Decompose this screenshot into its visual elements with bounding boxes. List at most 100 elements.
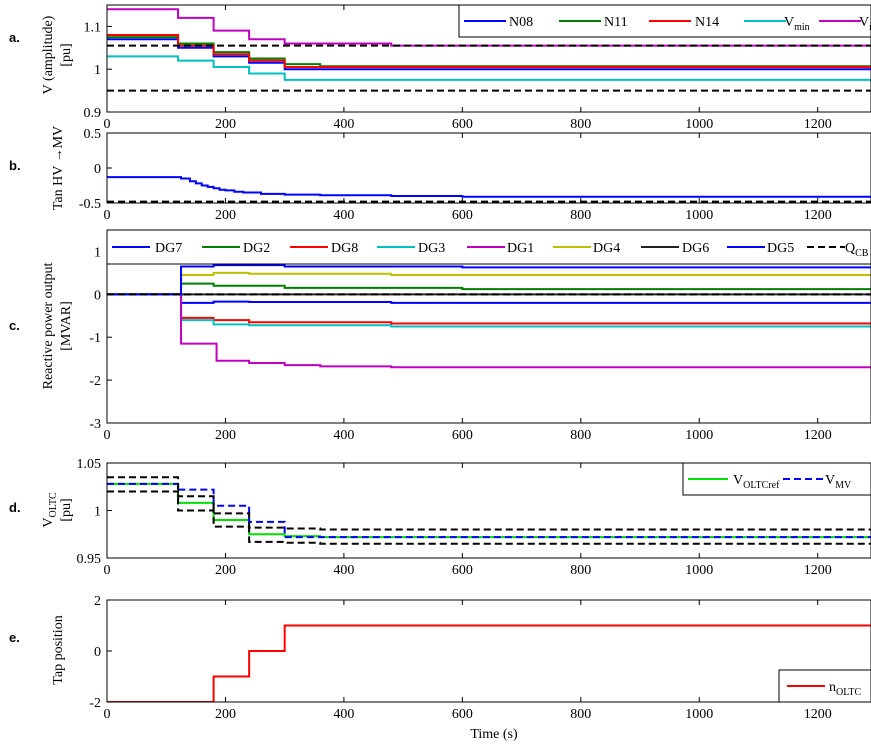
x-tick-label: 600 <box>452 117 473 132</box>
x-tick-label: 0 <box>104 428 111 443</box>
y-tick-label: 1.05 <box>77 457 102 472</box>
y-tick-label: 0.5 <box>84 127 102 142</box>
y-tick-label: 0 <box>94 288 101 303</box>
x-tick-label: 200 <box>215 208 236 223</box>
x-tick-label: 200 <box>215 563 236 578</box>
x-tick-label: 0 <box>104 208 111 223</box>
x-tick-label: 400 <box>333 117 354 132</box>
legend-label: DG8 <box>331 241 358 256</box>
series-line-dg4 <box>107 271 871 296</box>
x-tick-label: 400 <box>333 428 354 443</box>
legend: N08N11N14VminVmax <box>458 4 871 38</box>
legend: VOLTCref VMV <box>682 462 871 496</box>
legend-label: DG4 <box>593 241 620 256</box>
series-line-dg2 <box>107 282 871 296</box>
y-tick-label: 2 <box>94 594 101 609</box>
y-tick-label: -2 <box>89 374 101 389</box>
series-group <box>107 624 871 702</box>
x-tick-label: 1000 <box>685 208 713 223</box>
legend-label-sub: MV <box>835 480 852 491</box>
y-tick-label: -0.5 <box>79 197 101 212</box>
y-axis-label-sub: OLTC <box>48 492 59 518</box>
legend-label: N08 <box>509 15 533 30</box>
x-tick-label: 800 <box>570 117 591 132</box>
panel-letter: b. <box>9 158 21 173</box>
legend-label: Vmax <box>859 15 871 33</box>
series-group <box>107 476 871 545</box>
x-tick-label: 600 <box>452 428 473 443</box>
x-tick-label: 800 <box>570 208 591 223</box>
x-tick-label: 0 <box>104 117 111 132</box>
series-line-dg8 <box>107 293 871 325</box>
series-line-vmax <box>107 8 871 47</box>
panel-a: 0 200 400 600 800 1000 1200 0.9 1 1.1 a. V (amplitu… <box>9 4 871 132</box>
y-axis-label: Reactive power output <box>41 263 56 390</box>
legend-label-sub: OLTC <box>836 687 862 698</box>
y-tick-label: -1 <box>89 331 101 346</box>
x-tick-label: 600 <box>452 563 473 578</box>
y-tick-label: -2 <box>89 696 101 711</box>
panel-letter: e. <box>9 630 20 645</box>
y-axis-label: Tap position <box>51 615 66 684</box>
x-tick-label: 800 <box>570 428 591 443</box>
panel-d: 0 200 400 600 800 1000 1200 0.95 1 1.05 d. VOLTC [pu… <box>9 457 871 578</box>
x-tick-label: 1000 <box>685 117 713 132</box>
series-line-noltc <box>107 624 871 702</box>
x-tick-label: 0 <box>104 563 111 578</box>
legend-label: DG5 <box>767 241 794 256</box>
x-tick-label: 200 <box>215 707 236 722</box>
legend-label: N11 <box>604 15 628 30</box>
panel-letter: c. <box>9 318 20 333</box>
legend-label: DG6 <box>682 241 709 256</box>
y-tick-label: 1.1 <box>84 20 102 35</box>
x-tick-label: 1200 <box>804 428 832 443</box>
x-tick-label: 200 <box>215 428 236 443</box>
y-tick-label: 0.9 <box>84 106 102 121</box>
legend-label-sub: max <box>869 22 871 33</box>
legend-label: DG2 <box>243 241 270 256</box>
y-tick-label: 1 <box>94 245 101 260</box>
x-tick-label: 400 <box>333 707 354 722</box>
series-line-n14 <box>107 33 871 69</box>
series-line-dg1 <box>107 293 871 369</box>
y-tick-label: 1 <box>94 505 101 520</box>
x-tick-label: 800 <box>570 563 591 578</box>
x-axis-label: Time (s) <box>470 727 518 742</box>
panel-b: 0 200 400 600 800 1000 1200-0.500.5b. Tan HV →M… <box>9 126 871 223</box>
y-tick-label: -3 <box>89 417 101 432</box>
y-axis-label: V (amplitude) <box>41 15 56 94</box>
x-tick-label: 1200 <box>804 563 832 578</box>
legend-label: DG3 <box>418 241 445 256</box>
legend: DG7 DG2 DG8 DG3 DG1 DG4 DG6 DG5 QCB <box>106 229 871 265</box>
x-tick-label: 1200 <box>804 208 832 223</box>
x-tick-label: 1200 <box>804 117 832 132</box>
x-tick-label: 1000 <box>685 707 713 722</box>
y-tick-label: 1 <box>94 63 101 78</box>
series-line-dg5 <box>107 264 871 296</box>
legend: nOLTC <box>778 669 871 703</box>
axes-frame <box>106 132 871 204</box>
x-tick-label: 600 <box>452 208 473 223</box>
series-group <box>107 8 871 92</box>
x-tick-label: 1000 <box>685 428 713 443</box>
series-group <box>107 176 871 203</box>
y-axis-label: [MVAR] <box>59 301 74 351</box>
x-tick-label: 0 <box>104 707 111 722</box>
y-tick-label: 0 <box>94 162 101 177</box>
panel-letter: a. <box>9 30 20 45</box>
x-tick-label: 200 <box>215 117 236 132</box>
series-line-ref-3 <box>107 490 871 545</box>
y-axis-label: [pu] <box>59 498 74 521</box>
x-tick-label: 600 <box>452 707 473 722</box>
y-axis-label: VOLTC <box>41 492 59 528</box>
x-tick-label: 1200 <box>804 707 832 722</box>
series-line-dg7 <box>107 293 871 304</box>
legend-label-sub: CB <box>855 248 869 259</box>
series-line-vmv <box>107 482 871 539</box>
y-axis-label: [pu] <box>59 43 74 66</box>
axes-frame <box>106 599 871 703</box>
x-tick-label: 400 <box>333 563 354 578</box>
series-line-n11 <box>107 36 871 68</box>
